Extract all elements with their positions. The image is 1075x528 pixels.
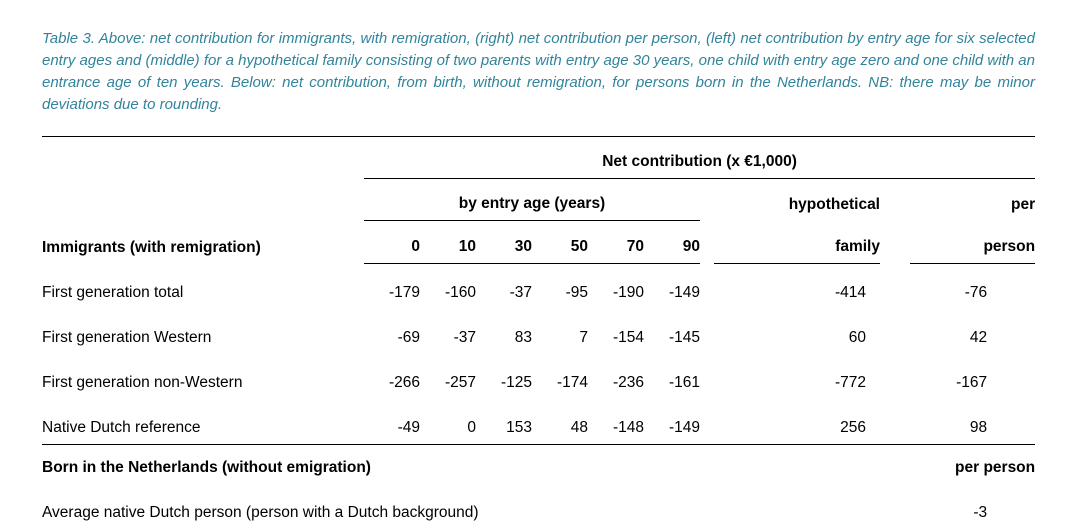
cell-family: 60	[848, 329, 866, 346]
cell-age-0: -266	[388, 374, 420, 391]
cell-age-10: -37	[453, 329, 476, 346]
cell-family: -414	[834, 284, 866, 301]
table-caption: Table 3. Above: net contribution for imm…	[42, 30, 1035, 113]
header-row-columns: Immigrants (with remigration) 0 10 30 50…	[42, 220, 1036, 264]
column-spacer	[880, 399, 910, 445]
cell-per-person: -167	[956, 374, 988, 391]
cell-age-50: 48	[570, 419, 588, 436]
table-row: Average native Dutch person (person with…	[42, 484, 1035, 528]
cell-age-50: -95	[565, 284, 588, 301]
cell-age-90: -161	[668, 374, 700, 391]
cell-age-0: -69	[397, 329, 420, 346]
cell-age-90: -145	[668, 329, 700, 346]
cell-per-person: 42	[969, 329, 988, 346]
column-spacer	[700, 309, 714, 354]
column-spacer	[880, 221, 910, 264]
cell-age-90: -149	[668, 419, 700, 436]
cell-family: 256	[840, 419, 866, 436]
cell-age-10: -257	[444, 374, 476, 391]
row-group-label-immigrants: Immigrants (with remigration)	[42, 238, 261, 256]
blank-cell	[42, 179, 364, 221]
cell-age-30: 83	[514, 329, 532, 346]
cell-age-90: -149	[668, 284, 700, 301]
row-label: Average native Dutch person (person with…	[42, 504, 479, 521]
cell-age-10: -160	[444, 284, 476, 301]
section2-per-person-header: per person	[880, 444, 1036, 484]
col-header-age-30: 30	[476, 220, 532, 264]
cell-age-0: -179	[388, 284, 420, 301]
table-row: First generation Western -69 -37 83 7 -1…	[42, 309, 1035, 354]
cell-age-70: -148	[612, 419, 644, 436]
table-row: First generation non-Western -266 -257 -…	[42, 354, 1035, 399]
col-header-hypothetical: hypothetical	[788, 195, 880, 213]
cell-per-person: -76	[964, 284, 988, 301]
table-row: Native Dutch reference -49 0 153 48 -148…	[42, 399, 1035, 445]
col-header-age-70: 70	[588, 220, 644, 264]
cell-per-person: -3	[973, 504, 988, 521]
col-header-age-50: 50	[532, 220, 588, 264]
col-header-age-0: 0	[364, 220, 420, 264]
table-row: First generation total -179 -160 -37 -95…	[42, 264, 1035, 310]
col-header-age-10: 10	[420, 220, 476, 264]
table-title: Net contribution (x €1,000)	[364, 136, 1036, 179]
col-header-person: person	[910, 220, 1036, 264]
cell-per-person: 98	[969, 419, 988, 436]
row-label: First generation total	[42, 284, 184, 301]
column-spacer	[880, 264, 910, 310]
cell-age-70: -236	[612, 374, 644, 391]
cell-age-50: -174	[556, 374, 588, 391]
column-spacer	[700, 179, 714, 221]
section2-header-row: Born in the Netherlands (without emigrat…	[42, 444, 1036, 484]
header-row-groups: by entry age (years) hypothetical per	[42, 178, 1036, 221]
col-header-age-90: 90	[644, 220, 700, 264]
table3: Net contribution (x €1,000) by entry age…	[42, 136, 1036, 528]
cell-family: -772	[834, 374, 866, 391]
row-label: First generation Western	[42, 329, 212, 346]
cell-age-30: -37	[509, 284, 532, 301]
col-header-family: family	[714, 220, 880, 264]
col-group-by-entry-age: by entry age (years)	[364, 178, 700, 221]
cell-age-30: 153	[506, 419, 532, 436]
corner-blank-cell	[42, 136, 364, 179]
column-spacer	[880, 354, 910, 399]
col-header-per: per	[1011, 195, 1036, 213]
cell-age-0: -49	[397, 419, 420, 436]
column-spacer	[700, 264, 714, 310]
header-row-title: Net contribution (x €1,000)	[42, 136, 1036, 179]
row-label: First generation non-Western	[42, 374, 243, 391]
column-spacer	[880, 309, 910, 354]
column-spacer	[880, 179, 910, 221]
cell-age-30: -125	[500, 374, 532, 391]
column-spacer	[700, 221, 714, 264]
section2-title: Born in the Netherlands (without emigrat…	[42, 444, 880, 484]
column-spacer	[700, 354, 714, 399]
cell-age-70: -190	[612, 284, 644, 301]
cell-age-70: -154	[612, 329, 644, 346]
cell-age-50: 7	[579, 329, 588, 346]
cell-age-10: 0	[467, 419, 476, 436]
row-label: Native Dutch reference	[42, 419, 201, 436]
column-spacer	[700, 399, 714, 445]
